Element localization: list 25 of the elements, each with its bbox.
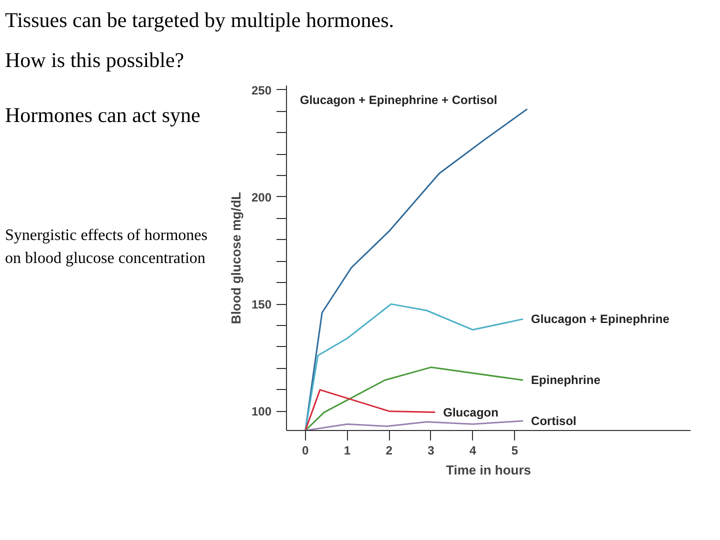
series-label: Glucagon + Epinephrine + Cortisol (300, 93, 498, 108)
y-axis-title: Blood glucose mg/dL (228, 192, 244, 324)
y-tick-label: 150 (251, 298, 272, 312)
x-axis-title: Time in hours (446, 462, 531, 478)
line-series (304, 303, 524, 430)
series-label: Glucagon (443, 405, 498, 420)
line-series (304, 366, 524, 430)
y-tick-label: 200 (251, 190, 272, 204)
y-tick-label: 100 (251, 404, 272, 419)
x-tick-label: 3 (428, 444, 435, 458)
x-tick-label: 1 (344, 444, 351, 458)
series-label: Glucagon + Epinephrine (531, 312, 670, 326)
text: Synergistic effects of hormones on blood glucose concentration (5, 226, 208, 269)
x-tick-label: 0 (302, 444, 309, 458)
line-series (304, 389, 436, 430)
chart-title: Tissues can be targeted by multiple hormones. (5, 7, 394, 34)
y-tick-label: 250 (251, 83, 272, 98)
x-tick-label: 2 (386, 444, 393, 458)
x-tick-label: 4 (469, 444, 476, 458)
text: How is this possible? (5, 47, 184, 74)
x-tick-label: 5 (511, 444, 518, 458)
series-label: Epinephrine (531, 373, 601, 388)
text: Hormones can act syne (5, 102, 200, 129)
series-label: Cortisol (531, 414, 576, 428)
line-series (304, 420, 524, 430)
